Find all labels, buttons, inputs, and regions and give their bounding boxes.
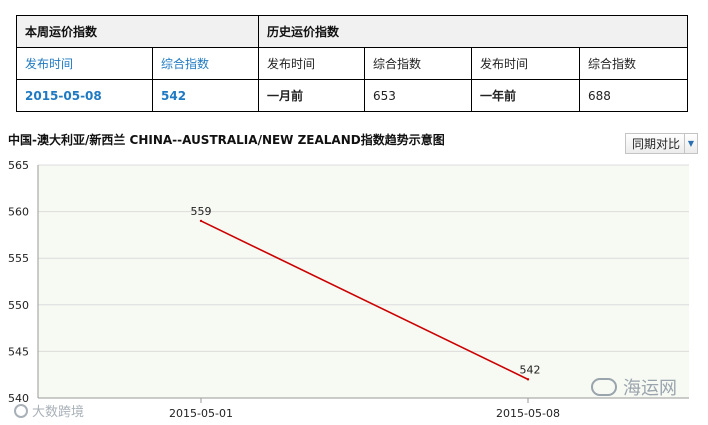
- y-tick-label: 555: [8, 252, 29, 265]
- y-tick-label: 560: [8, 206, 29, 219]
- chat-bubble-icon: [591, 378, 617, 396]
- plot-area: [38, 165, 689, 398]
- watermark-haiyun: 海运网: [591, 374, 677, 400]
- composite-index-label: 综合指数: [151, 47, 260, 80]
- history-index-header: 历史运价指数: [258, 15, 689, 48]
- period-compare-dropdown[interactable]: 同期对比 ▼: [625, 133, 698, 154]
- data-label: 559: [191, 205, 212, 218]
- history-composite-index-label: 综合指数: [364, 47, 473, 80]
- month-ago-index: 653: [364, 79, 473, 112]
- data-point: [526, 378, 530, 381]
- y-tick-label: 540: [8, 392, 29, 405]
- y-tick-label: 545: [8, 345, 29, 358]
- data-label: 542: [520, 363, 541, 376]
- history-publish-time-label: 发布时间: [258, 47, 366, 80]
- table-label-row: 发布时间 综合指数 发布时间 综合指数 发布时间 综合指数: [16, 47, 689, 80]
- index-trend-chart: 540 545 550 555 560 565 2015-05-01 2015-05-08 55…: [8, 159, 689, 420]
- chart-title: 中国-澳大利亚/新西兰 CHINA--AUSTRALIA/NEW ZEALAND…: [8, 133, 445, 147]
- watermark-left-text: 大数跨境: [32, 405, 85, 420]
- y-tick-label: 550: [8, 299, 29, 312]
- history-publish-time-label-2: 发布时间: [471, 47, 581, 80]
- data-point: [199, 219, 203, 223]
- watermark-dashu: 大数跨境: [14, 401, 84, 420]
- history-composite-index-label-2: 综合指数: [579, 47, 689, 80]
- year-ago-index: 688: [579, 79, 689, 112]
- period-compare-label: 同期对比: [632, 137, 681, 151]
- series-line: [200, 220, 529, 381]
- y-tick-label: 565: [8, 159, 29, 172]
- month-ago-label: 一月前: [258, 79, 366, 112]
- logo-circle-icon: [14, 403, 28, 418]
- freight-index-table: 本周运价指数 历史运价指数 发布时间 综合指数 发布时间 综合指数 发布时间 综…: [15, 15, 689, 112]
- table-value-row: 2015-05-08 542 一月前 653 一年前 688: [16, 79, 689, 112]
- watermark-right-text: 海运网: [623, 378, 677, 399]
- table-header-row: 本周运价指数 历史运价指数: [15, 15, 689, 48]
- current-composite-index[interactable]: 542: [151, 79, 260, 112]
- publish-time-label: 发布时间: [16, 47, 153, 80]
- chevron-down-icon[interactable]: ▼: [684, 134, 697, 153]
- x-tick-label: 2015-05-08: [496, 407, 560, 420]
- current-publish-date[interactable]: 2015-05-08: [16, 79, 153, 112]
- x-tick-label: 2015-05-01: [169, 407, 233, 420]
- this-week-index-header: 本周运价指数: [15, 15, 260, 48]
- year-ago-label: 一年前: [471, 79, 581, 112]
